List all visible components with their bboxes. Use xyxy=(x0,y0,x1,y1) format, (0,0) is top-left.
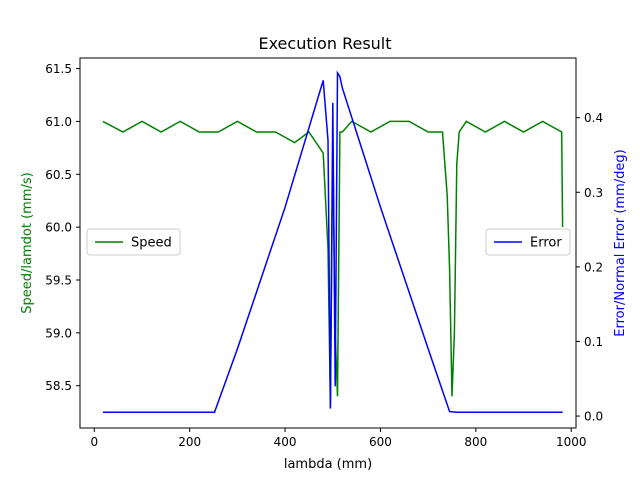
speed-legend: Speed xyxy=(86,228,181,256)
speed-series-line xyxy=(102,120,564,407)
left-y-tick-label: 59.5 xyxy=(45,274,72,288)
speed-legend-box xyxy=(86,228,181,256)
left-y-axis-label: Speed/lamdot (mm/s) xyxy=(20,172,35,313)
x-tick-label: 800 xyxy=(464,435,487,449)
x-tick-label: 200 xyxy=(178,435,201,449)
x-axis-ticks: 0 200 400 600 800 1000 xyxy=(90,428,587,449)
plot-frame xyxy=(79,57,577,429)
chart-title: Execution Result xyxy=(258,34,391,53)
right-y-tick-label: 0.2 xyxy=(584,260,603,274)
right-y-tick-label: 0.0 xyxy=(584,410,603,424)
x-tick-label: 600 xyxy=(369,435,392,449)
left-y-axis-ticks: 58.5 59.0 59.5 60.0 60.5 61.0 61.5 xyxy=(45,62,80,393)
right-y-tick-label: 0.3 xyxy=(584,186,603,200)
error-legend-label: Error xyxy=(530,236,562,251)
left-y-tick-label: 58.5 xyxy=(45,379,72,393)
x-tick-label: 400 xyxy=(274,435,297,449)
right-y-axis-label: Error/Normal Error (mm/deg) xyxy=(613,149,628,336)
left-y-tick-label: 60.0 xyxy=(45,221,72,235)
error-legend-box xyxy=(485,228,571,256)
left-y-tick-label: 61.5 xyxy=(45,62,72,76)
right-y-tick-label: 0.4 xyxy=(584,111,603,125)
plot-area xyxy=(102,70,564,414)
right-y-axis-ticks: 0.0 0.1 0.2 0.3 0.4 xyxy=(576,111,603,424)
right-y-tick-label: 0.1 xyxy=(584,335,603,349)
speed-legend-label: Speed xyxy=(131,236,172,251)
error-legend: Error xyxy=(485,228,571,256)
left-y-tick-label: 60.5 xyxy=(45,168,72,182)
x-tick-label: 1000 xyxy=(556,435,587,449)
x-tick-label: 0 xyxy=(90,435,98,449)
error-series-line xyxy=(102,70,563,414)
left-y-tick-label: 61.0 xyxy=(45,115,72,129)
left-y-tick-label: 59.0 xyxy=(45,326,72,340)
x-axis-label: lambda (mm) xyxy=(284,457,372,472)
